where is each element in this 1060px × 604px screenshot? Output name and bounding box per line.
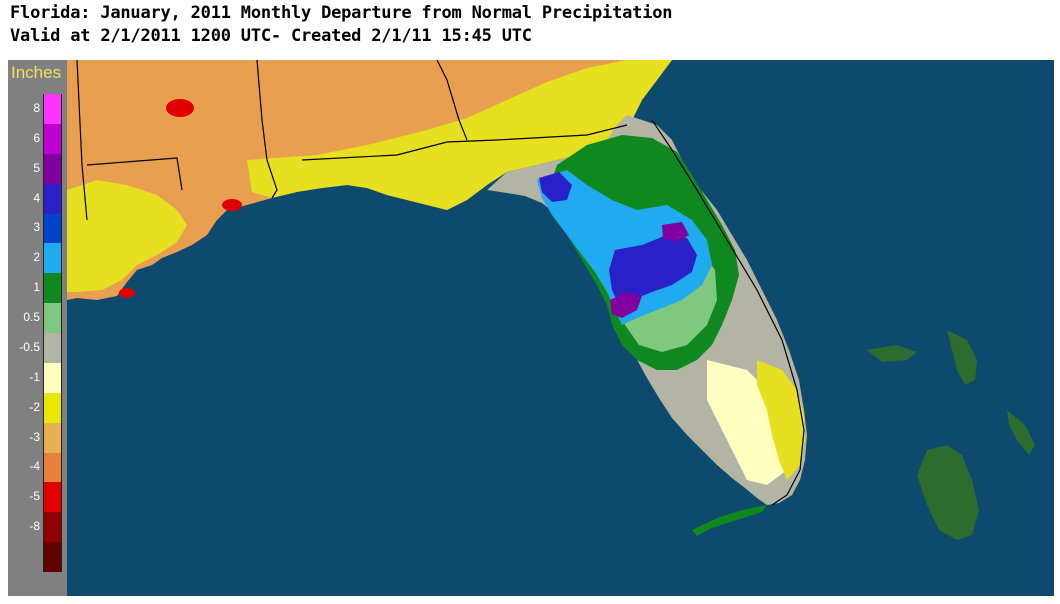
dry-spot-3	[119, 288, 135, 298]
ga-fl-border	[301, 124, 628, 161]
legend-swatch	[43, 153, 62, 184]
bahamas-grand	[867, 345, 917, 362]
legend-swatch	[43, 213, 62, 244]
dry-band-west	[67, 180, 187, 292]
legend-label: 2	[33, 250, 40, 265]
legend-label: 3	[33, 220, 40, 235]
dry-spot-2	[222, 199, 242, 211]
legend-swatch	[43, 123, 62, 154]
wet-area-purple-2	[662, 222, 689, 242]
wet-area-blue-north	[539, 172, 572, 202]
legend-label: 6	[33, 130, 40, 145]
title-line-1: Florida: January, 2011 Monthly Departure…	[10, 3, 673, 23]
legend-swatch	[43, 243, 62, 274]
title-line-2: Valid at 2/1/2011 1200 UTC- Created 2/1/…	[10, 26, 532, 46]
bahamas-abaco	[947, 330, 977, 385]
legend-label: 0.5	[23, 310, 40, 325]
al-fl-border	[86, 157, 183, 191]
legend-label: -1	[29, 369, 40, 384]
bahamas-eleuthera	[1007, 410, 1035, 455]
legend-swatch	[43, 183, 62, 214]
wet-area-purple	[610, 292, 642, 318]
bahamas-andros	[917, 445, 979, 540]
legend-label: -5	[29, 489, 40, 504]
legend-label: 1	[33, 280, 40, 295]
legend-swatch	[43, 542, 62, 572]
legend-label: -8	[29, 519, 40, 534]
ga-sc-border	[436, 60, 468, 141]
wet-area-blue	[609, 235, 697, 305]
fl-coast	[651, 119, 805, 506]
legend-label: 5	[33, 160, 40, 175]
precipitation-legend: Inches 8 6 5 4 3 2 1 0.5 -0.5 -1 -2 -3 -4 -5 -8	[8, 60, 67, 596]
state-boundaries	[76, 60, 805, 506]
legend-swatch	[43, 362, 62, 393]
map-title: Florida: January, 2011 Monthly Departure…	[10, 2, 1050, 48]
legend-label: -4	[29, 459, 40, 474]
dry-south	[707, 360, 792, 485]
legend-swatch	[43, 512, 62, 543]
legend-title: Inches	[11, 63, 62, 82]
legend-swatch	[43, 273, 62, 304]
legend-swatch	[43, 94, 62, 124]
dry-southeast	[757, 360, 805, 480]
legend-label: -0.5	[19, 339, 40, 354]
legend-label: 8	[33, 100, 40, 115]
dry-spot-1	[166, 99, 194, 117]
ms-al-border	[76, 60, 88, 221]
legend-swatch	[43, 482, 62, 513]
legend-label: -2	[29, 399, 40, 414]
legend-swatch	[43, 333, 62, 363]
legend-label: 4	[33, 190, 40, 205]
legend-swatch	[43, 392, 62, 423]
legend-swatch	[43, 452, 62, 483]
al-ga-border	[256, 60, 278, 199]
precipitation-map	[67, 60, 1054, 596]
legend-swatch	[43, 303, 62, 333]
legend-swatch	[43, 422, 62, 453]
dry-band-north	[247, 60, 672, 210]
legend-label: -3	[29, 429, 40, 444]
florida-keys	[692, 505, 767, 536]
